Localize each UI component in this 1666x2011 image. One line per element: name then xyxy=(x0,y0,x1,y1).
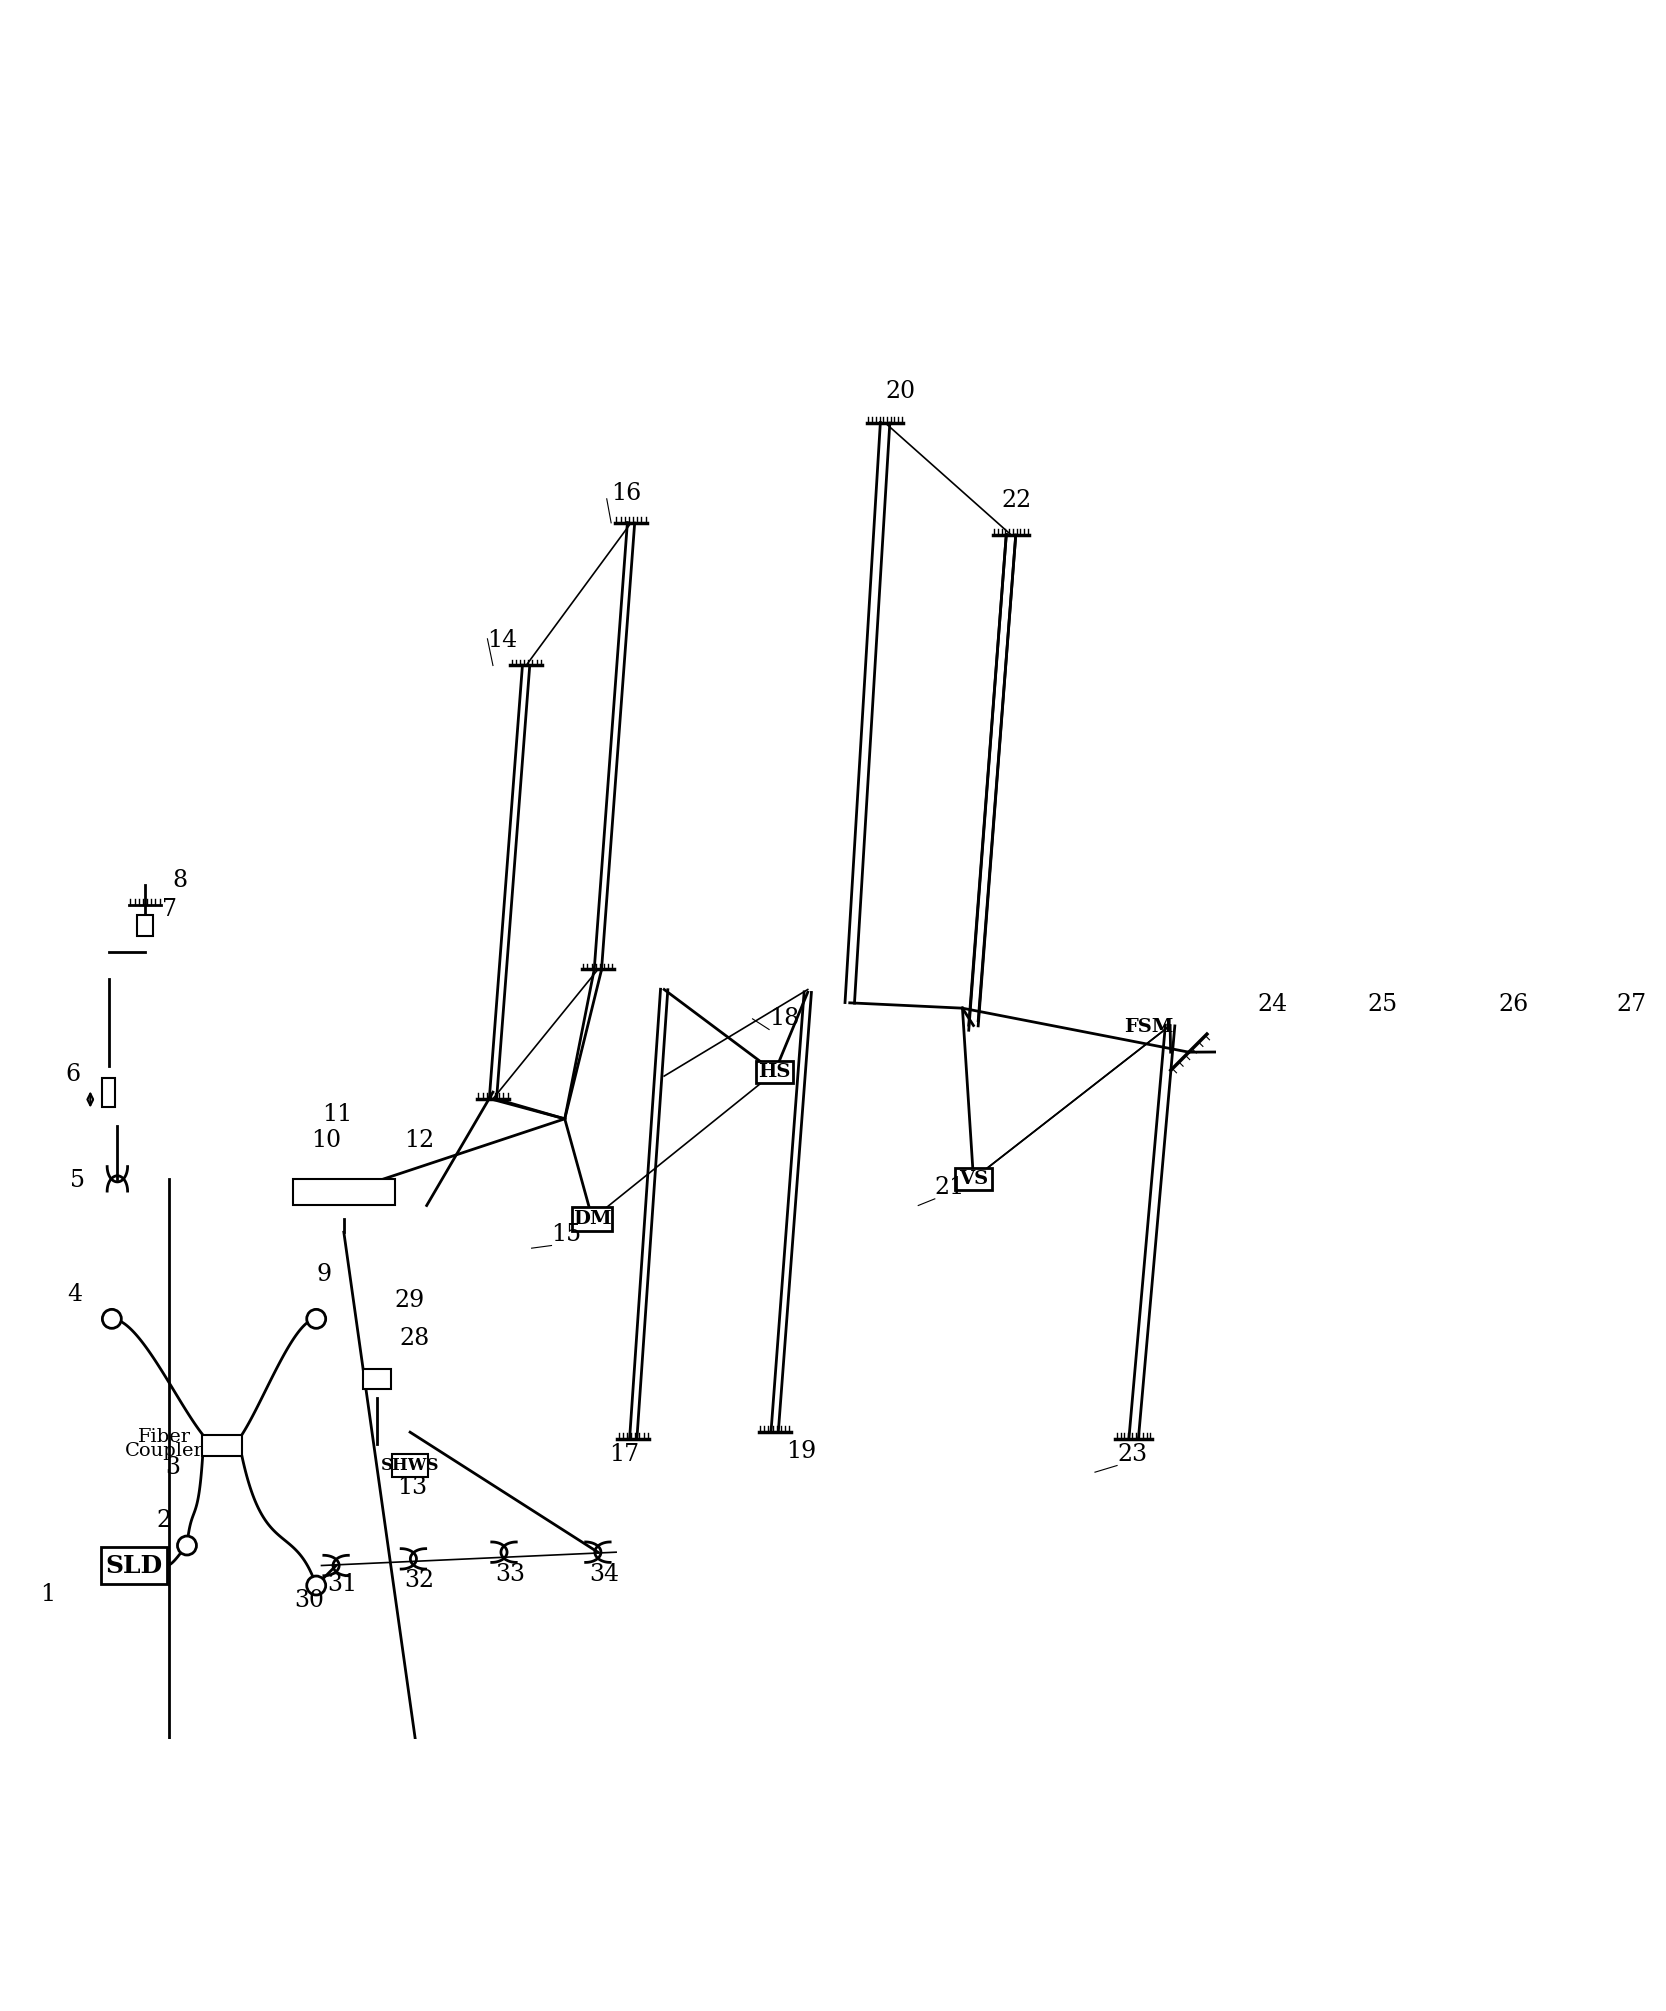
Text: 28: 28 xyxy=(400,1327,430,1349)
Text: 2: 2 xyxy=(157,1508,172,1532)
Text: 30: 30 xyxy=(295,1589,325,1613)
Text: 8: 8 xyxy=(173,869,188,893)
Circle shape xyxy=(307,1577,325,1595)
Circle shape xyxy=(178,1536,197,1555)
Bar xyxy=(573,1207,613,1231)
Ellipse shape xyxy=(1606,1040,1639,1060)
Text: HS: HS xyxy=(758,1064,791,1082)
Text: 23: 23 xyxy=(1118,1442,1148,1466)
Text: VS: VS xyxy=(960,1170,988,1189)
Circle shape xyxy=(1619,1046,1628,1054)
Text: 32: 32 xyxy=(405,1569,435,1593)
Text: FSM: FSM xyxy=(1125,1018,1173,1036)
Text: 22: 22 xyxy=(1001,489,1031,513)
Text: 34: 34 xyxy=(590,1563,620,1585)
Text: 12: 12 xyxy=(405,1128,435,1152)
Bar xyxy=(102,1078,115,1106)
Text: 6: 6 xyxy=(65,1062,80,1086)
Text: 1: 1 xyxy=(40,1583,55,1605)
Text: 24: 24 xyxy=(1258,993,1288,1016)
Text: SHWS: SHWS xyxy=(382,1458,440,1474)
Circle shape xyxy=(102,1309,122,1329)
Text: 27: 27 xyxy=(1616,993,1646,1016)
Text: 16: 16 xyxy=(611,483,641,505)
Text: DM: DM xyxy=(573,1211,611,1229)
Text: SLD: SLD xyxy=(105,1555,163,1577)
Bar xyxy=(756,1062,793,1084)
Circle shape xyxy=(307,1309,325,1329)
Bar xyxy=(102,1546,167,1585)
Text: 19: 19 xyxy=(786,1440,816,1462)
Text: 3: 3 xyxy=(165,1456,180,1478)
Text: 4: 4 xyxy=(68,1283,83,1305)
Bar xyxy=(955,1168,991,1191)
Text: 31: 31 xyxy=(327,1573,358,1597)
Bar xyxy=(293,1178,395,1205)
Bar xyxy=(202,1434,242,1456)
Text: 9: 9 xyxy=(317,1263,332,1285)
Text: 17: 17 xyxy=(610,1442,640,1466)
Text: 10: 10 xyxy=(310,1128,342,1152)
Text: 5: 5 xyxy=(70,1168,85,1193)
Bar xyxy=(392,1454,428,1478)
Text: 29: 29 xyxy=(395,1289,425,1313)
Text: 20: 20 xyxy=(885,380,915,402)
Text: 21: 21 xyxy=(935,1176,965,1199)
Text: 26: 26 xyxy=(1498,993,1528,1016)
Bar xyxy=(137,915,153,937)
Bar xyxy=(363,1369,392,1390)
Text: 11: 11 xyxy=(322,1102,352,1126)
Text: 13: 13 xyxy=(397,1476,426,1498)
Text: 7: 7 xyxy=(162,899,177,921)
Text: 33: 33 xyxy=(495,1563,525,1585)
Text: Coupler: Coupler xyxy=(125,1442,203,1460)
Text: 14: 14 xyxy=(488,629,518,652)
Text: 25: 25 xyxy=(1368,993,1398,1016)
Text: 18: 18 xyxy=(770,1006,800,1030)
Text: Fiber: Fiber xyxy=(138,1428,190,1446)
Text: 15: 15 xyxy=(551,1223,581,1245)
